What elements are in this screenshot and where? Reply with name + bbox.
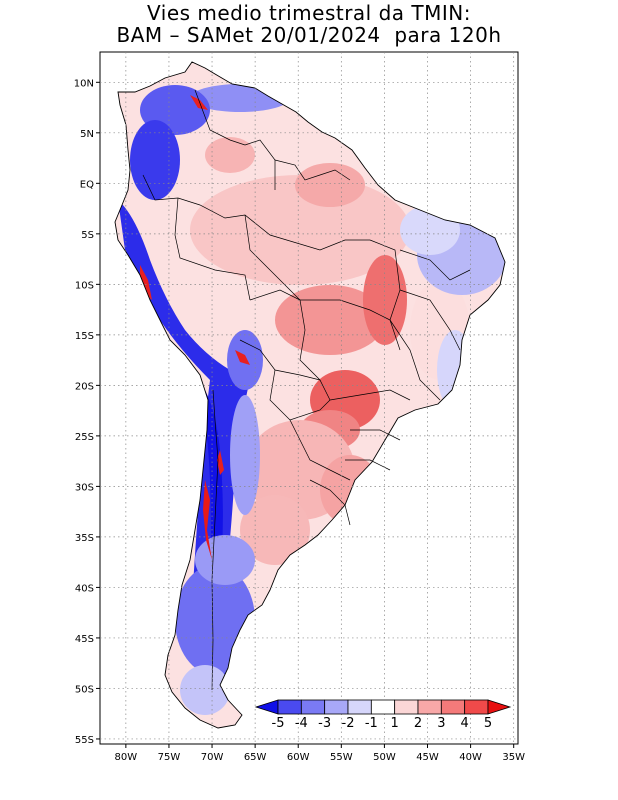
border-state-4 bbox=[389, 319, 441, 401]
longitude-axis: 80W 75W 70W 65W 60W 55W 50W 45W 40W 35W bbox=[115, 744, 525, 763]
border-state-6 bbox=[350, 429, 401, 441]
y-tick-label: 10N bbox=[74, 78, 94, 89]
warm-streak-altiplano bbox=[235, 350, 250, 365]
colorbar-label: -5 bbox=[272, 716, 285, 731]
title-line-2: BAM – SAMet 20/01/2024 para 120h bbox=[116, 23, 502, 47]
x-tick-label: 75W bbox=[158, 752, 181, 763]
country-borders bbox=[142, 89, 471, 691]
y-tick-label: 35S bbox=[75, 533, 94, 544]
warm-patch-venezuela bbox=[205, 137, 255, 173]
border-venezuela-guyana bbox=[244, 139, 276, 190]
colorbar-label: -2 bbox=[342, 716, 355, 731]
colorbar-box bbox=[347, 699, 372, 715]
border-uruguay bbox=[309, 479, 351, 526]
colorbar-max-arrow bbox=[487, 699, 512, 715]
cold-patch-argentina-west bbox=[230, 395, 260, 515]
border-peru-brazil bbox=[174, 197, 251, 301]
title-line-1: Vies medio trimestral da TMIN: bbox=[147, 1, 471, 25]
colorbar-label: 5 bbox=[484, 716, 492, 731]
colorbar-label: 4 bbox=[461, 716, 469, 731]
x-tick-label: 70W bbox=[201, 752, 224, 763]
border-colombia-venezuela bbox=[194, 89, 246, 146]
colorbar-label: -3 bbox=[318, 716, 331, 731]
warm-streak-andes-central bbox=[203, 480, 212, 560]
x-tick-label: 40W bbox=[459, 752, 482, 763]
border-state-5 bbox=[329, 389, 411, 401]
warm-streak-peru bbox=[140, 265, 152, 300]
colorbar-box bbox=[277, 699, 302, 715]
border-state-7 bbox=[345, 459, 391, 471]
cold-patch-andes-north bbox=[130, 120, 180, 200]
x-tick-label: 50W bbox=[373, 752, 396, 763]
colorbar-box bbox=[300, 699, 326, 715]
colorbar-label: 3 bbox=[437, 716, 445, 731]
colorbar: -5 -4 -3 -2 -1 1 2 3 4 5 bbox=[254, 699, 512, 731]
border-state-2 bbox=[399, 249, 471, 281]
border-state-3 bbox=[399, 289, 461, 351]
border-ecuador bbox=[142, 174, 179, 201]
x-tick-label: 55W bbox=[330, 752, 353, 763]
x-tick-label: 60W bbox=[287, 752, 310, 763]
y-tick-label: 30S bbox=[75, 482, 94, 493]
colorbar-box bbox=[370, 699, 396, 715]
border-chile-argentina bbox=[211, 389, 219, 691]
warm-patch-goias bbox=[363, 255, 407, 345]
colorbar-label: 1 bbox=[391, 716, 399, 731]
colorbar-box bbox=[324, 699, 349, 715]
latitude-axis: 10N 5N EQ 5S 10S 15S 20S 25S 30S 35S 40S 45S 50S 55S bbox=[74, 78, 100, 746]
colorbar-label: -1 bbox=[365, 716, 378, 731]
y-tick-label: 10S bbox=[75, 280, 94, 291]
warm-patch-amazon bbox=[190, 175, 410, 285]
colorbar-box bbox=[417, 699, 442, 715]
cold-patch-tierra-del-fuego bbox=[180, 665, 230, 715]
colorbar-label: -4 bbox=[295, 716, 308, 731]
border-argentina-brazil bbox=[289, 419, 351, 481]
y-tick-label: 20S bbox=[75, 381, 94, 392]
y-tick-label: 5N bbox=[80, 129, 94, 140]
y-tick-label: 5S bbox=[81, 230, 94, 241]
x-tick-label: 65W bbox=[244, 752, 267, 763]
y-tick-label: 45S bbox=[75, 634, 94, 645]
x-tick-label: 35W bbox=[502, 752, 525, 763]
cold-patch-north-patagonia bbox=[195, 535, 255, 585]
graticule bbox=[100, 52, 518, 744]
y-tick-label: EQ bbox=[80, 179, 94, 190]
border-guianas bbox=[274, 159, 351, 181]
warm-patch-north bbox=[295, 163, 365, 207]
border-state-9 bbox=[244, 214, 301, 301]
colorbar-label: 2 bbox=[414, 716, 422, 731]
y-tick-label: 50S bbox=[75, 684, 94, 695]
warm-patch-pampa bbox=[240, 495, 310, 565]
border-state-8 bbox=[300, 299, 391, 321]
x-tick-label: 45W bbox=[416, 752, 439, 763]
y-tick-label: 25S bbox=[75, 432, 94, 443]
warm-streak-colombia bbox=[190, 95, 208, 110]
colorbar-box bbox=[464, 699, 489, 715]
y-tick-label: 40S bbox=[75, 583, 94, 594]
colorbar-box bbox=[440, 699, 466, 715]
warm-patch-center-west bbox=[275, 285, 385, 355]
coastline bbox=[114, 61, 506, 729]
warm-streak-cordillera bbox=[217, 450, 224, 475]
y-tick-label: 55S bbox=[75, 735, 94, 746]
border-brazil-north bbox=[177, 197, 370, 251]
map-title: Vies medio trimestral da TMIN: BAM – SAM… bbox=[0, 2, 618, 46]
x-tick-label: 80W bbox=[115, 752, 138, 763]
colorbar-box bbox=[394, 699, 419, 715]
y-tick-label: 15S bbox=[75, 331, 94, 342]
